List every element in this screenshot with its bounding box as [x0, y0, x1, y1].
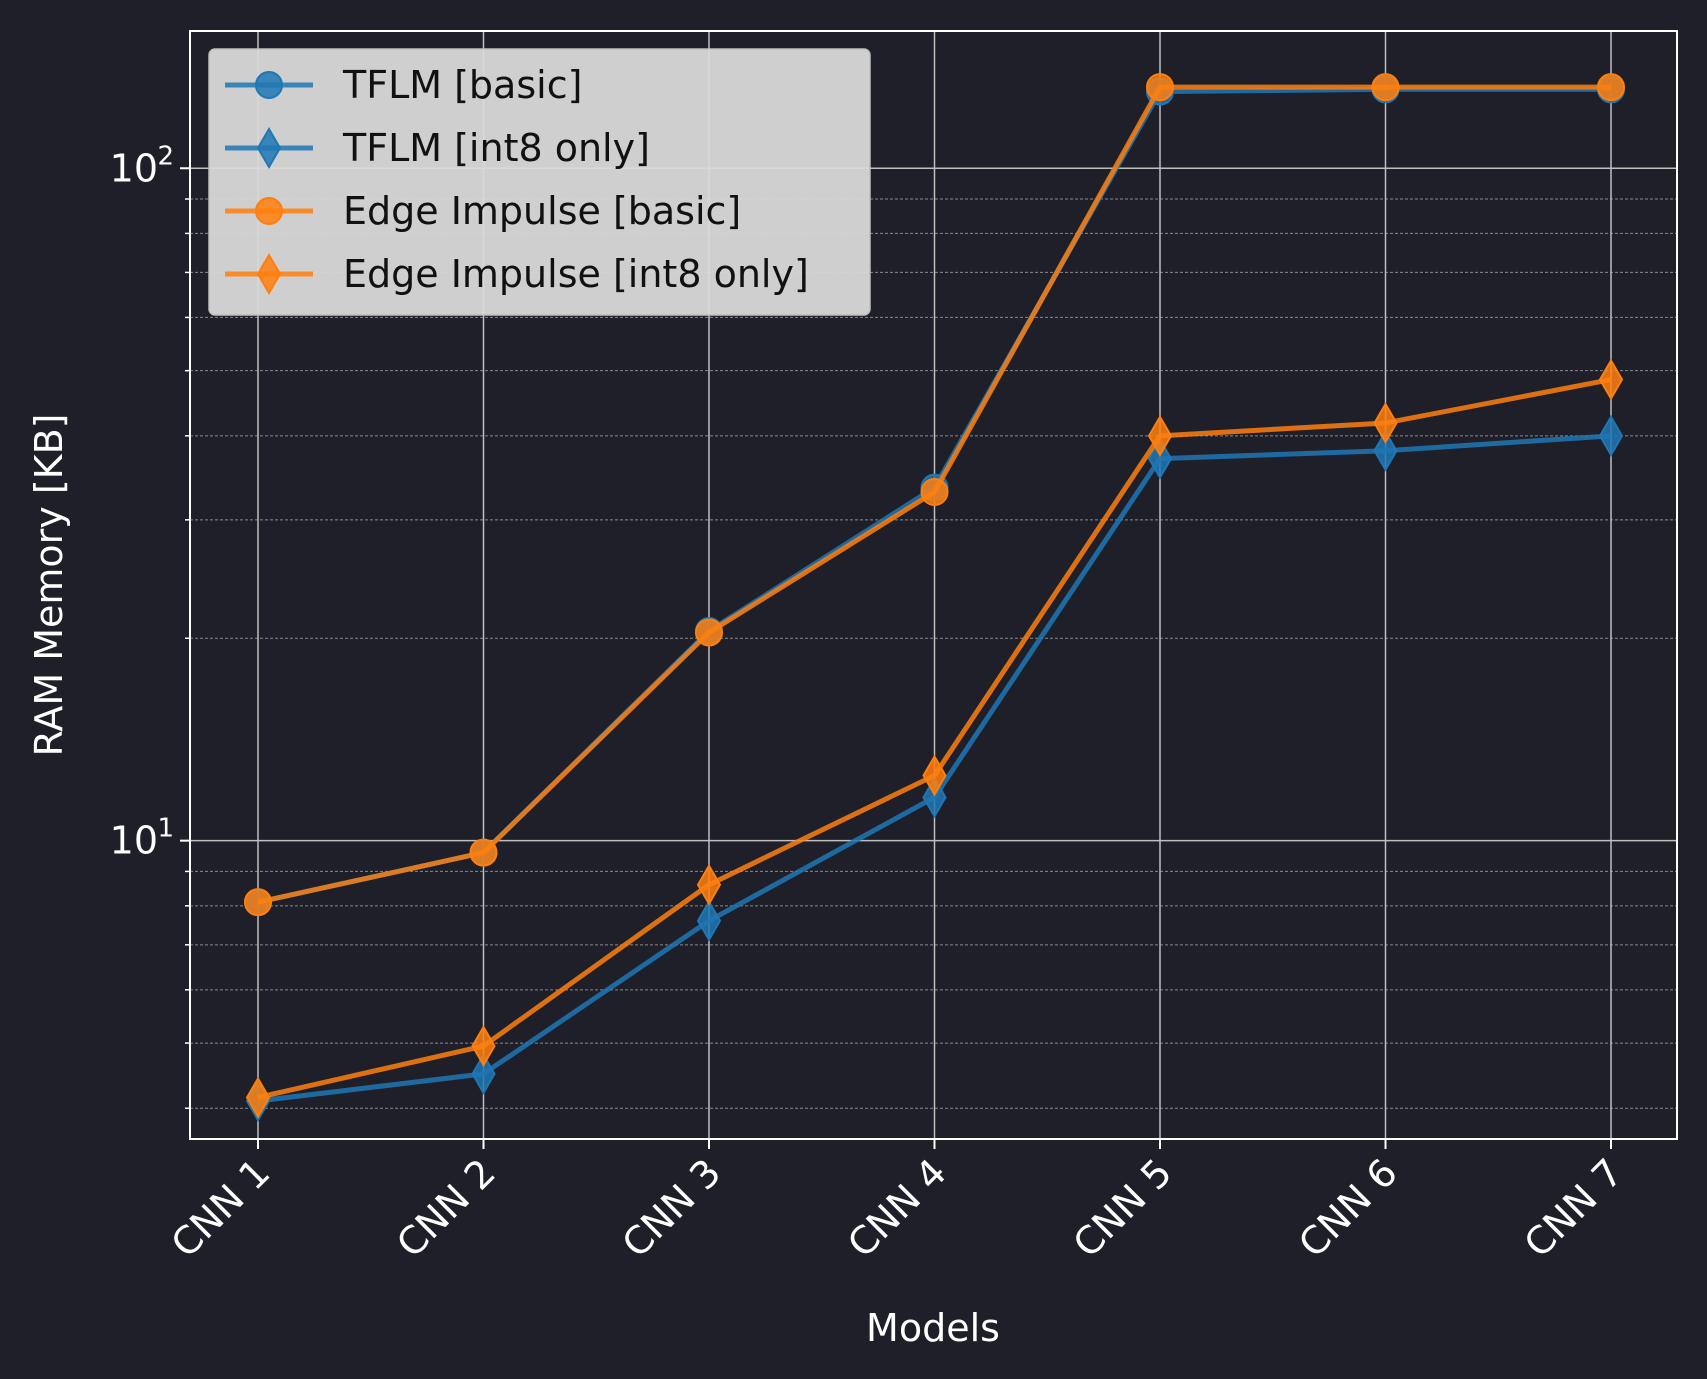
legend-label: TFLM [basic]: [342, 63, 582, 107]
series-3: [245, 358, 1624, 1119]
legend-entry: Edge Impulse [int8 only]: [225, 252, 809, 296]
legend-marker: [255, 71, 283, 99]
x-axis-label: Models: [866, 1306, 1000, 1350]
data-point: [922, 754, 947, 797]
y-tick-exponent: 2: [157, 141, 174, 171]
legend: TFLM [basic] TFLM [int8 only] Edge Impulse…: [208, 48, 871, 316]
series-2: [244, 73, 1625, 917]
data-point: [1147, 414, 1173, 457]
legend-marker: [255, 197, 283, 225]
legend-box: [208, 48, 871, 316]
legend-label: Edge Impulse [int8 only]: [343, 252, 809, 296]
plot-frame: [189, 30, 1678, 1140]
legend-marker: [256, 127, 282, 169]
legend-entry: Edge Impulse [basic]: [225, 189, 741, 233]
data-point: [696, 863, 722, 906]
data-point: [1371, 73, 1400, 102]
data-point: [696, 899, 722, 942]
data-point: [245, 1076, 271, 1119]
data-point: [1373, 401, 1398, 444]
data-point: [1147, 437, 1173, 480]
data-point: [1146, 73, 1174, 102]
legend-entry: TFLM [int8 only]: [225, 126, 650, 170]
data-point: [695, 618, 723, 647]
data-point: [920, 478, 949, 507]
data-point: [1598, 414, 1624, 457]
y-tick-label: 10: [110, 146, 158, 190]
data-point: [1597, 73, 1625, 102]
data-point: [471, 1052, 496, 1095]
data-point: [469, 838, 498, 867]
data-point: [244, 888, 272, 917]
legend-label: TFLM [int8 only]: [342, 126, 650, 170]
legend-label: Edge Impulse [basic]: [343, 189, 741, 233]
legend-entry: TFLM [basic]: [225, 63, 582, 107]
data-point: [1598, 358, 1624, 401]
data-point: [922, 776, 947, 819]
data-point: [471, 1025, 496, 1068]
y-tick-exponent: 1: [157, 814, 174, 844]
y-axis-label: RAM Memory [KB]: [27, 414, 71, 757]
legend-marker: [256, 253, 282, 295]
series-1: [245, 414, 1624, 1123]
series-layer: [244, 73, 1625, 1123]
y-tick-label: 10: [110, 819, 158, 863]
data-point: [1373, 429, 1398, 472]
